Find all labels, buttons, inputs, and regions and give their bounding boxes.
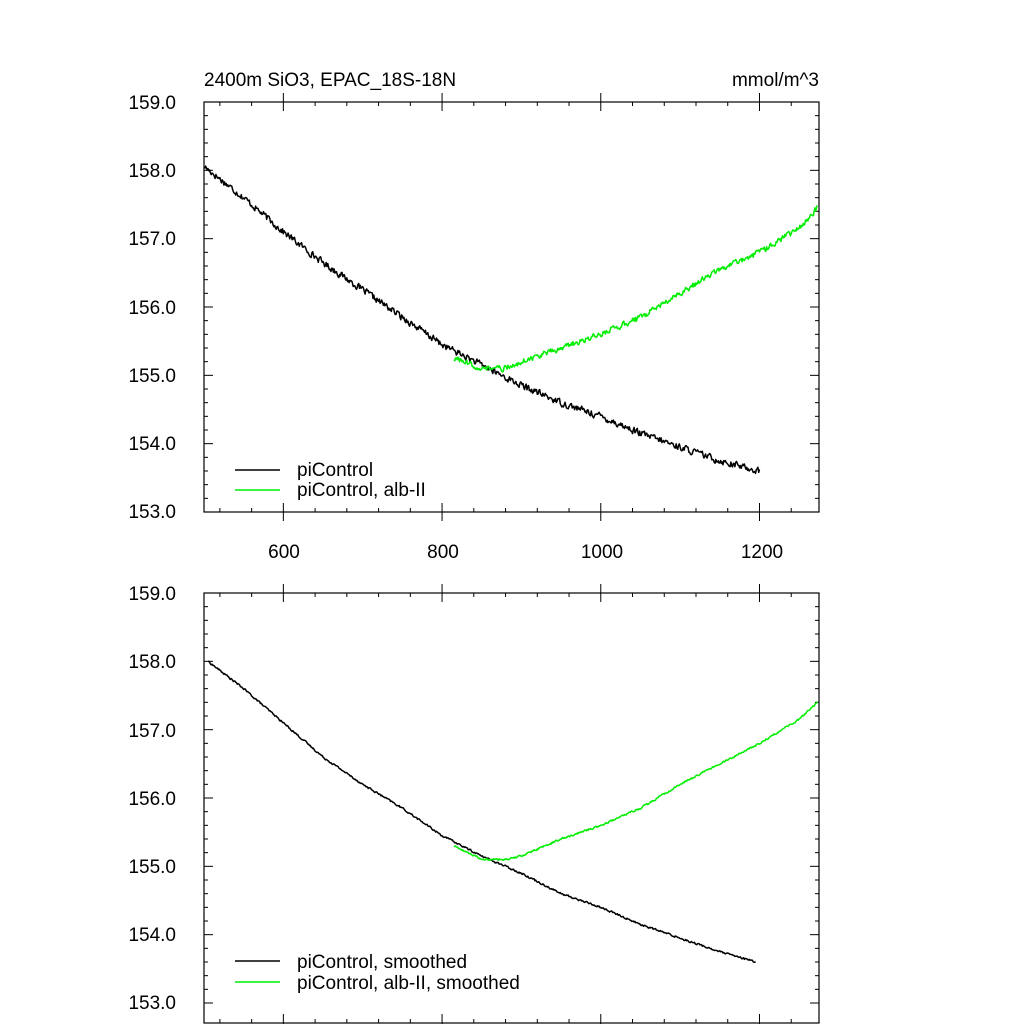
bottom-y-tick-label: 155.0	[128, 857, 176, 878]
top-series-lines	[204, 165, 819, 475]
top-y-tick-label: 154.0	[128, 434, 176, 455]
top-x-tick-label: 1000	[581, 542, 623, 563]
bottom-legend: piControl, smoothed piControl, alb-II, s…	[235, 952, 520, 994]
top-axis-ticks	[204, 93, 819, 521]
legend-label-picontrol: piControl	[297, 460, 373, 481]
top-y-tick-labels: 159.0 158.0 157.0 156.0 155.0 154.0 153.…	[128, 93, 176, 523]
top-y-tick-label: 153.0	[128, 502, 176, 523]
bottom-y-tick-label: 156.0	[128, 789, 176, 810]
top-y-tick-label: 157.0	[128, 229, 176, 250]
top-x-tick-label: 800	[427, 542, 459, 563]
bottom-panel: 159.0 158.0 157.0 156.0 155.0 154.0 153.…	[128, 584, 820, 1024]
bottom-y-tick-label: 157.0	[128, 721, 176, 742]
top-plot-frame	[203, 101, 820, 513]
bottom-series-lines	[207, 660, 819, 964]
top-x-tick-label: 600	[268, 542, 300, 563]
legend-label-picontrol-alb-ii-smoothed: piControl, alb-II, smoothed	[297, 973, 520, 994]
bottom-y-tick-label: 159.0	[128, 584, 176, 605]
top-y-tick-label: 158.0	[128, 161, 176, 182]
top-y-tick-label: 159.0	[128, 93, 176, 114]
bottom-y-tick-labels: 159.0 158.0 157.0 156.0 155.0 154.0 153.…	[128, 584, 176, 1014]
bottom-y-tick-label: 153.0	[128, 993, 176, 1014]
series-line-picontrol-alb-ii	[453, 205, 819, 373]
top-legend: piControl piControl, alb-II	[235, 460, 426, 501]
top-panel-units: mmol/m^3	[732, 70, 819, 91]
series-line-picontrol	[204, 165, 761, 475]
bottom-y-tick-label: 158.0	[128, 652, 176, 673]
top-y-tick-label: 155.0	[128, 366, 176, 387]
top-panel-title: 2400m SiO3, EPAC_18S-18N	[204, 70, 456, 91]
series-line-picontrol-smoothed	[207, 660, 757, 964]
bottom-y-tick-label: 154.0	[128, 925, 176, 946]
top-x-tick-label: 1200	[741, 542, 783, 563]
top-panel: 2400m SiO3, EPAC_18S-18N mmol/m^3 159.0 …	[128, 70, 820, 563]
series-line-picontrol-alb-ii-smoothed	[453, 701, 819, 862]
top-x-tick-labels: 600 800 1000 1200	[268, 542, 783, 563]
legend-label-picontrol-alb-ii: piControl, alb-II	[297, 480, 426, 501]
top-y-tick-label: 156.0	[128, 298, 176, 319]
legend-label-picontrol-smoothed: piControl, smoothed	[297, 952, 467, 973]
bottom-plot-frame	[203, 592, 820, 1024]
